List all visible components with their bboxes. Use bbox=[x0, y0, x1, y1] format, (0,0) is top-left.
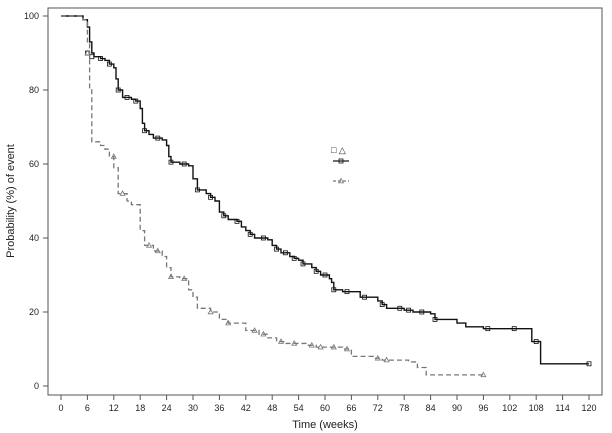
series-1-censor-marker bbox=[362, 294, 368, 300]
series-2-censor-marker bbox=[181, 275, 188, 281]
series-1-censor-marker bbox=[331, 287, 337, 293]
series-1-censor-marker bbox=[485, 326, 491, 332]
series-2-censor-marker bbox=[260, 330, 267, 337]
series-1-censor-marker bbox=[124, 95, 130, 100]
series-1-censor-marker bbox=[511, 326, 517, 332]
x-axis: 0 6 12 18 24 30 36 42 48 54 60 66 72 78 84 90 96 102 108 11… bbox=[58, 395, 597, 413]
legend-rows bbox=[333, 158, 349, 184]
series-2-censor-marker bbox=[343, 345, 351, 352]
series-2-censor-marker bbox=[317, 343, 324, 350]
x-tick-label: 102 bbox=[502, 403, 517, 413]
x-tick-label: 84 bbox=[426, 403, 436, 413]
series-1-censor-marker bbox=[406, 307, 412, 313]
x-tick-label: 96 bbox=[478, 403, 488, 413]
series-2-censor-marker bbox=[251, 327, 258, 333]
legend-series-2-marker bbox=[337, 177, 345, 184]
series-2-censor-marker bbox=[330, 343, 337, 350]
series-1-censor-marker bbox=[260, 235, 266, 241]
y-tick-label: 0 bbox=[34, 381, 39, 391]
series-1-censor-marker bbox=[194, 187, 200, 193]
series-1-censor-marker bbox=[142, 128, 148, 134]
x-tick-label: 66 bbox=[346, 403, 356, 413]
y-axis-label: Probability (%) of event bbox=[5, 144, 17, 258]
series-2-censor-marker bbox=[374, 354, 381, 361]
x-tick-label: 6 bbox=[85, 403, 90, 413]
legend-series-1-marker bbox=[338, 158, 344, 164]
x-tick-label: 36 bbox=[214, 403, 224, 413]
y-tick-label: 100 bbox=[24, 11, 39, 21]
series-2-censor-marker bbox=[207, 308, 214, 315]
series-2-censor-marker bbox=[167, 273, 175, 280]
series-2-censor-marker bbox=[154, 247, 161, 254]
series-2-censor-marker bbox=[308, 341, 315, 348]
x-tick-label: 60 bbox=[320, 403, 330, 413]
series-1-censor-marker bbox=[419, 309, 425, 315]
series-1-censor-marker bbox=[98, 56, 103, 61]
series-1-censor-marker bbox=[115, 87, 121, 93]
plot-frame bbox=[47, 7, 603, 396]
series-1-censor-marker bbox=[432, 316, 438, 322]
x-tick-label: 72 bbox=[373, 403, 383, 413]
legend: □ △ bbox=[331, 145, 349, 184]
series-1-censor-marker bbox=[234, 218, 240, 224]
y-axis: 0 20 40 60 80 100 bbox=[24, 11, 48, 391]
x-tick-label: 78 bbox=[399, 403, 409, 413]
series-2-censor-marker bbox=[119, 190, 126, 196]
x-tick-label: 54 bbox=[294, 403, 304, 413]
x-tick-label: 0 bbox=[58, 403, 63, 413]
series-1-censor-marker bbox=[291, 255, 297, 261]
series-1-censor-marker bbox=[379, 302, 385, 308]
x-tick-label: 90 bbox=[452, 403, 462, 413]
series-1-censor-marker bbox=[282, 250, 288, 256]
x-tick-label: 48 bbox=[267, 403, 277, 413]
series-2-line bbox=[61, 15, 484, 376]
x-tick-label: 24 bbox=[162, 403, 172, 413]
series-1-censor-marker bbox=[155, 135, 161, 141]
series-1-censor-marker bbox=[181, 161, 187, 167]
y-tick-label: 80 bbox=[29, 85, 39, 95]
series-2-censor-marker bbox=[110, 153, 117, 159]
series-1-censor-marker bbox=[247, 231, 253, 237]
series-2-censor-marker bbox=[84, 49, 91, 56]
series-2-censor-marker bbox=[145, 241, 153, 248]
series-1-censor-marker bbox=[533, 339, 539, 345]
series-1-censor-marker bbox=[274, 246, 280, 252]
series-1-censor-marker bbox=[168, 159, 174, 165]
y-tick-label: 60 bbox=[29, 159, 39, 169]
x-tick-label: 18 bbox=[135, 403, 145, 413]
series-2-censor-marker bbox=[291, 340, 298, 346]
series-1-censor-marker bbox=[313, 268, 319, 274]
y-tick-label: 40 bbox=[29, 233, 39, 243]
series-layer bbox=[61, 15, 592, 378]
legend-header-symbols: □ △ bbox=[331, 145, 346, 155]
series-1-censor-marker bbox=[344, 289, 350, 295]
x-tick-label: 30 bbox=[188, 403, 198, 413]
y-tick-label: 20 bbox=[29, 307, 39, 317]
series-1-censor-marker bbox=[208, 194, 214, 200]
series-1-censor-marker bbox=[397, 305, 403, 311]
series-1-line bbox=[61, 15, 589, 365]
series-1-censor-marker bbox=[221, 213, 227, 219]
series-1-censor-marker bbox=[300, 261, 306, 267]
series-1-censor-marker bbox=[586, 361, 592, 367]
series-1-censor-marker bbox=[133, 98, 139, 104]
series-1-censor-marker bbox=[89, 54, 95, 60]
series-2-censor-marker bbox=[383, 356, 390, 363]
series-1-censor-marker bbox=[322, 272, 328, 278]
series-1-censor-marker bbox=[107, 61, 112, 67]
series-2-censor-marker bbox=[225, 319, 232, 326]
x-tick-label: 42 bbox=[241, 403, 251, 413]
x-tick-label: 114 bbox=[555, 403, 569, 413]
x-tick-label: 120 bbox=[581, 403, 596, 413]
series-2-censor-marker bbox=[480, 371, 487, 378]
series-2-censor-marker bbox=[277, 338, 285, 344]
x-axis-label: Time (weeks) bbox=[292, 419, 358, 431]
x-tick-label: 12 bbox=[109, 403, 119, 413]
x-tick-label: 108 bbox=[529, 403, 544, 413]
